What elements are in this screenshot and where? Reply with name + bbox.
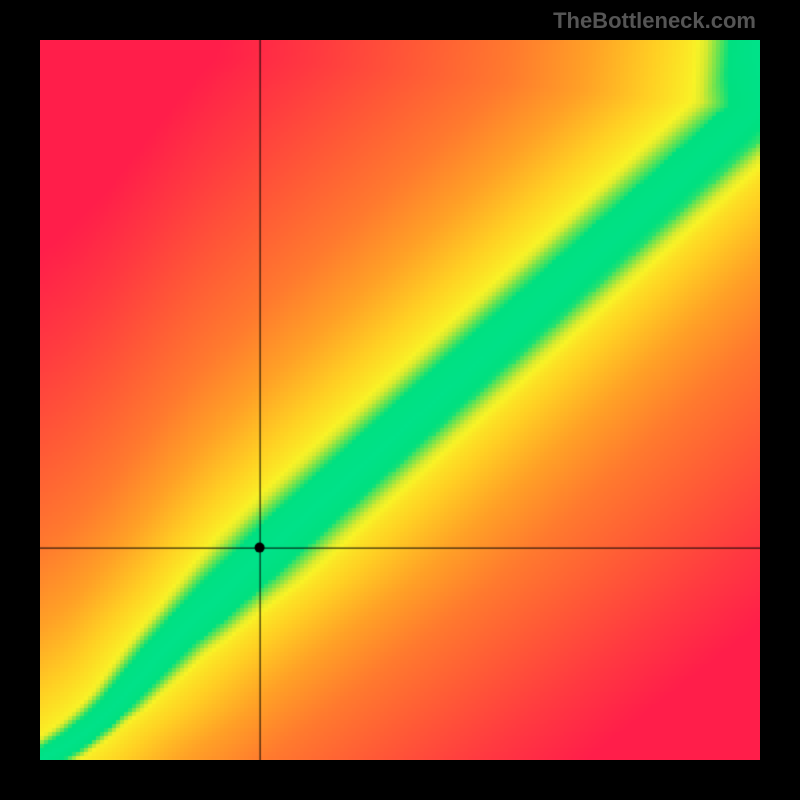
watermark-text: TheBottleneck.com (553, 8, 756, 34)
bottleneck-heatmap (40, 40, 760, 760)
